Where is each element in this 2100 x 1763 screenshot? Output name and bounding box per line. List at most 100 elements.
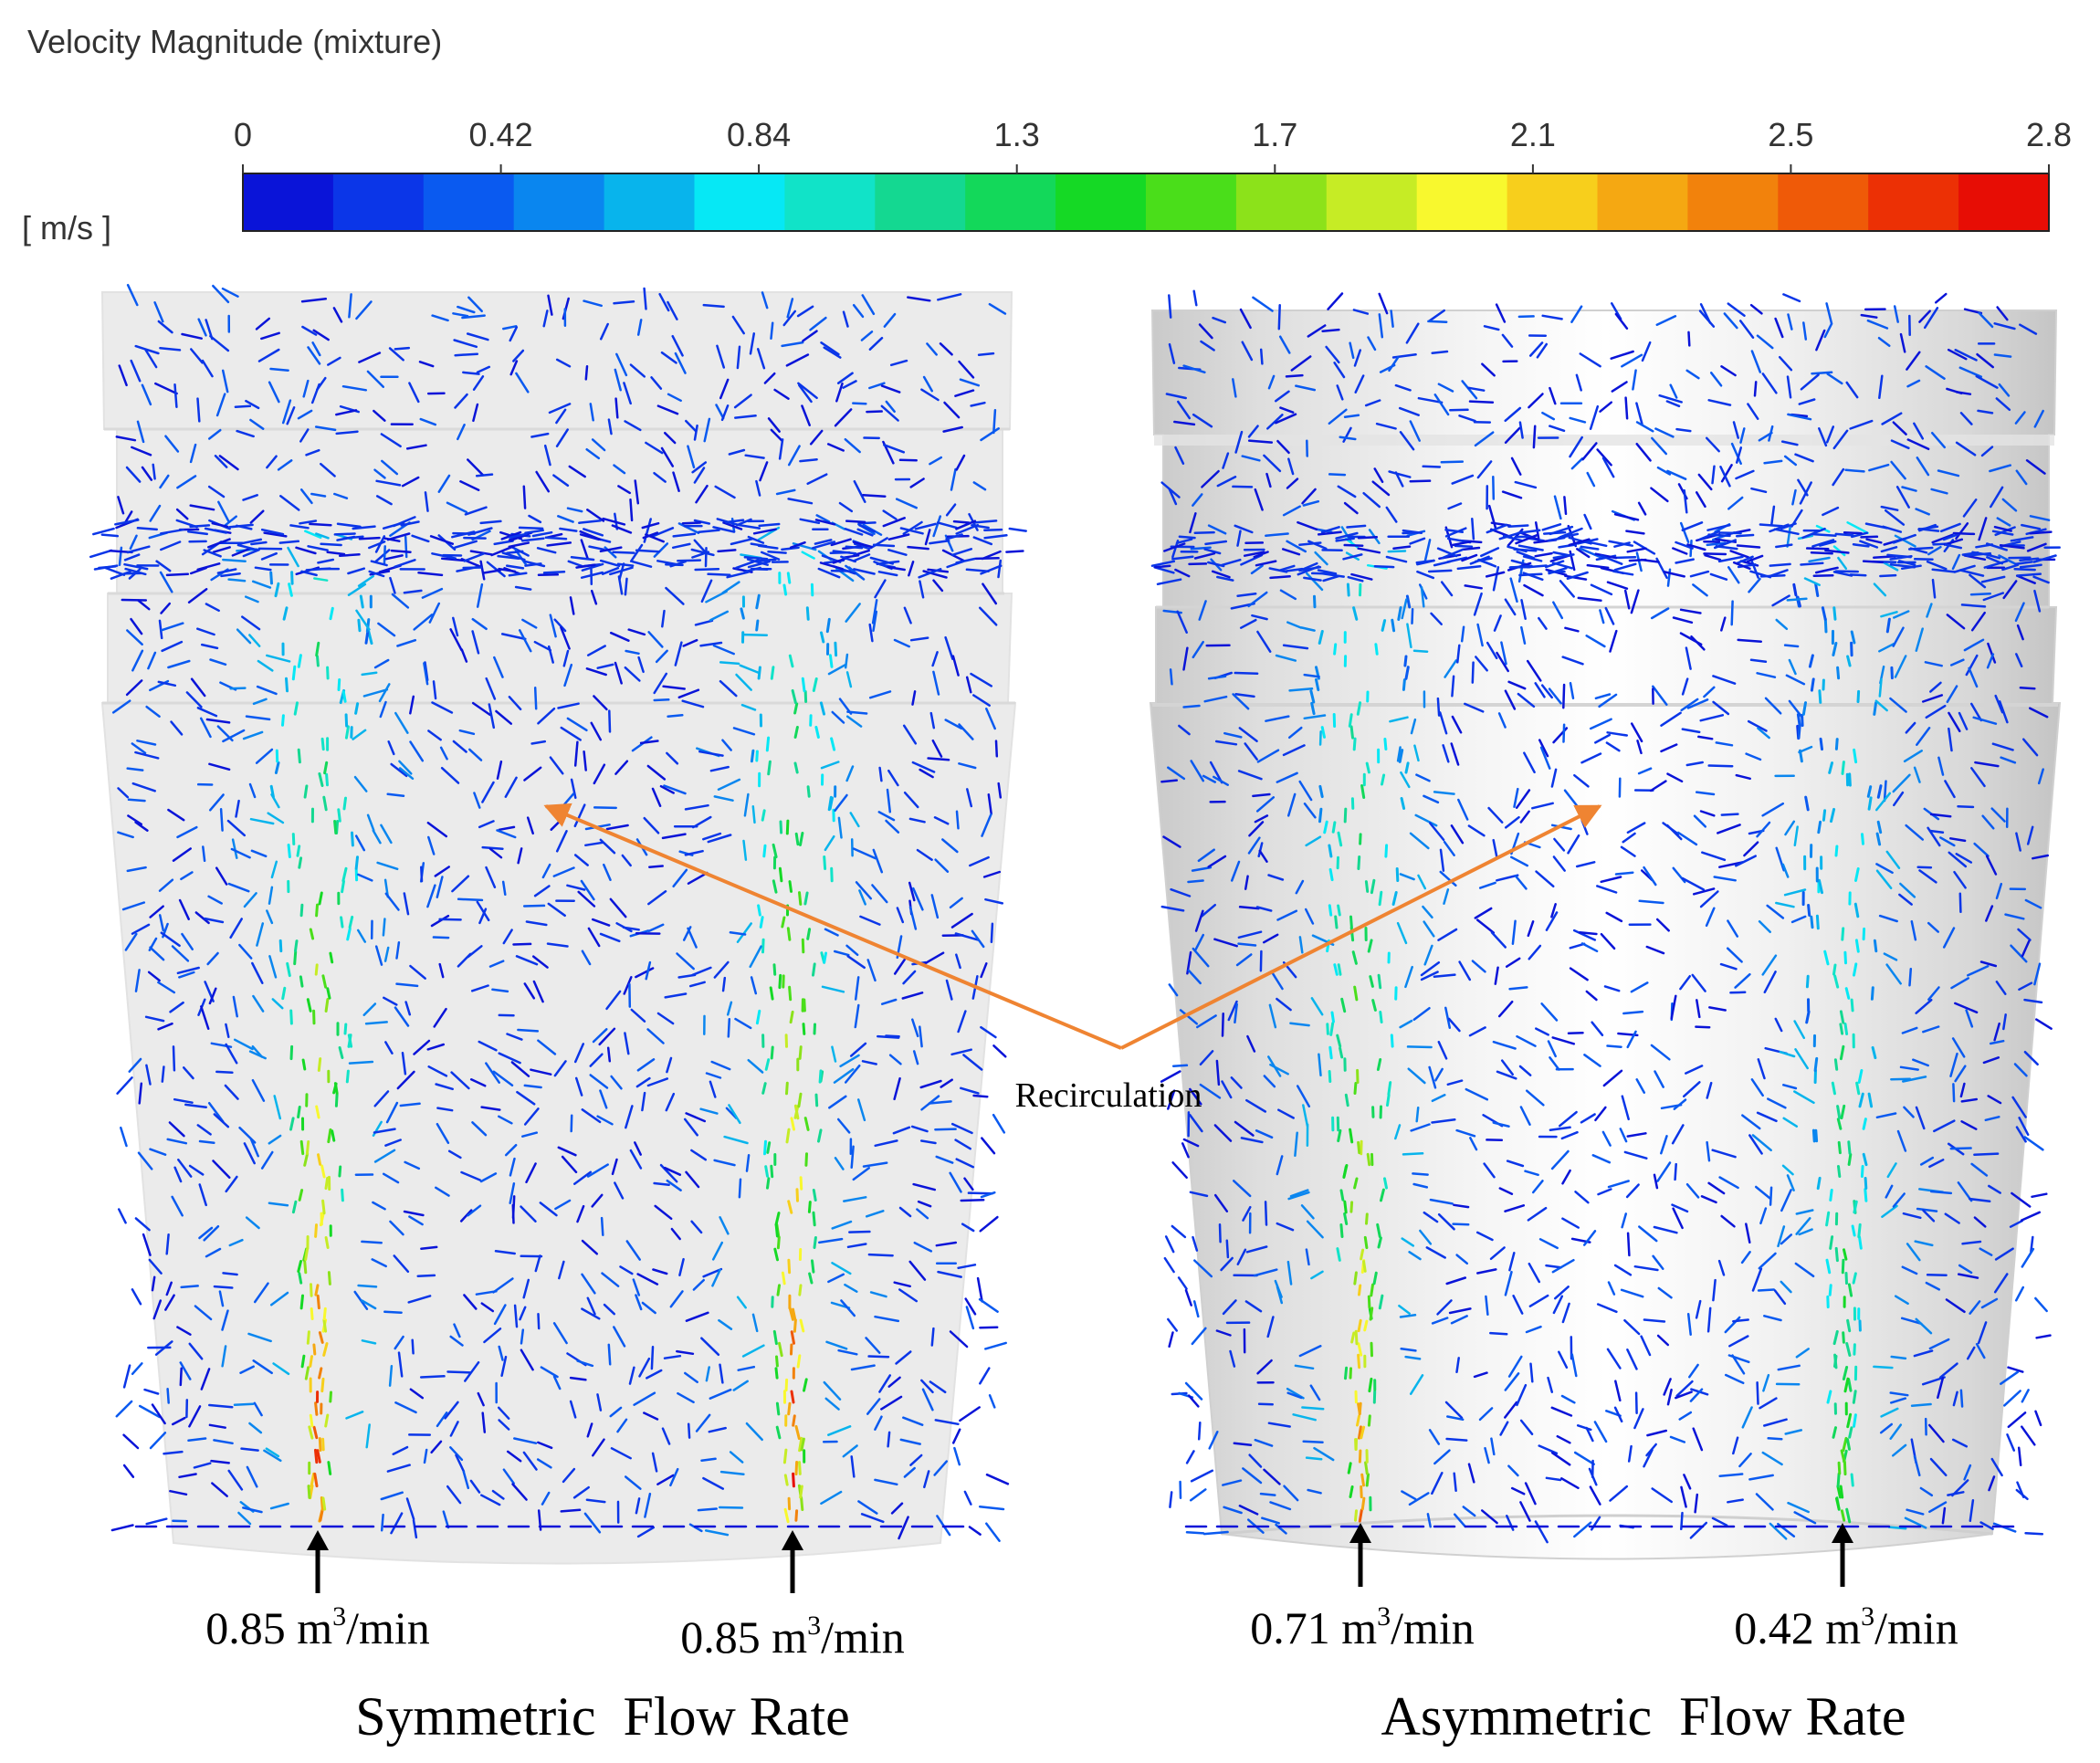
velocity-vector: [479, 560, 486, 581]
velocity-vector: [1423, 1211, 1439, 1223]
velocity-vector: [1310, 1270, 1324, 1280]
velocity-vector: [997, 559, 1003, 579]
velocity-vector: [322, 795, 328, 812]
velocity-vector: [2029, 515, 2051, 521]
velocity-vector: [1005, 550, 1024, 553]
velocity-vector: [917, 1200, 932, 1208]
velocity-vector: [520, 1328, 525, 1345]
velocity-vector: [1431, 350, 1449, 355]
velocity-vector: [1359, 833, 1362, 845]
velocity-vector: [1883, 952, 1898, 961]
velocity-vector: [1213, 938, 1238, 948]
velocity-vector: [1194, 909, 1204, 932]
velocity-vector: [1800, 373, 1820, 391]
velocity-vector: [1844, 468, 1865, 473]
velocity-vector: [1889, 1397, 1907, 1404]
velocity-vector: [1885, 963, 1902, 985]
velocity-vector: [1588, 1467, 1598, 1486]
velocity-vector: [858, 889, 866, 906]
velocity-vector: [1849, 573, 1867, 577]
velocity-vector: [1842, 1331, 1845, 1344]
velocity-vector: [1395, 867, 1400, 882]
velocity-vector: [254, 566, 272, 572]
velocity-vector: [351, 831, 354, 847]
velocity-vector: [431, 314, 449, 322]
velocity-vector: [1507, 545, 1528, 553]
velocity-vector: [318, 772, 324, 787]
velocity-vector: [1468, 400, 1495, 404]
velocity-vector: [988, 1394, 996, 1409]
velocity-vector: [1268, 567, 1288, 573]
velocity-vector: [1740, 1251, 1751, 1265]
velocity-vector: [688, 1523, 703, 1533]
velocity-vector: [1294, 1364, 1315, 1370]
velocity-vector: [1510, 855, 1529, 867]
velocity-vector: [1688, 1363, 1699, 1379]
velocity-vector: [1165, 393, 1187, 400]
velocity-vector: [1784, 1429, 1803, 1435]
velocity-vector: [1781, 863, 1790, 878]
velocity-vector: [1181, 1142, 1190, 1159]
velocity-vector: [1427, 569, 1453, 573]
velocity-vector: [1461, 380, 1478, 400]
velocity-vector: [682, 638, 698, 647]
velocity-vector: [1778, 355, 1793, 372]
velocity-vector: [1504, 406, 1522, 423]
velocity-vector: [157, 1022, 173, 1031]
velocity-vector: [1864, 1188, 1868, 1202]
velocity-vector: [697, 1507, 718, 1512]
velocity-vector: [1915, 1106, 1926, 1130]
velocity-vector: [1585, 635, 1606, 648]
velocity-vector: [198, 1226, 214, 1240]
velocity-vector: [1719, 466, 1731, 488]
velocity-vector: [2015, 469, 2028, 486]
velocity-vector: [1635, 402, 1643, 425]
velocity-vector: [1990, 1457, 2003, 1477]
velocity-vector: [1630, 981, 1649, 993]
velocity-vector: [830, 866, 834, 883]
velocity-vector: [471, 1121, 488, 1137]
velocity-vector: [980, 1025, 997, 1039]
velocity-vector: [368, 570, 385, 578]
velocity-vector: [164, 435, 180, 453]
velocity-vector: [772, 843, 778, 859]
velocity-vector: [542, 310, 549, 328]
velocity-vector: [227, 1469, 244, 1491]
velocity-vector: [1236, 530, 1242, 547]
velocity-vector: [1245, 1098, 1267, 1113]
velocity-vector: [537, 1441, 553, 1450]
velocity-vector: [1946, 685, 1958, 704]
velocity-vector: [955, 454, 966, 471]
velocity-vector: [883, 444, 906, 454]
velocity-vector: [982, 582, 998, 605]
velocity-vector: [1168, 342, 1176, 364]
velocity-vector: [1313, 594, 1317, 609]
velocity-vector: [176, 966, 200, 975]
velocity-vector: [110, 1524, 134, 1532]
velocity-vector: [1821, 606, 1827, 621]
velocity-vector: [800, 1496, 804, 1511]
velocity-vector: [1218, 1223, 1222, 1244]
velocity-vector: [775, 1401, 781, 1416]
velocity-vector: [586, 1163, 609, 1178]
velocity-vector: [1579, 547, 1602, 559]
velocity-vector: [297, 1260, 302, 1273]
velocity-vector: [1987, 1095, 2002, 1105]
velocity-vector: [1414, 813, 1438, 827]
legend-tick-label: 0.84: [727, 116, 791, 153]
velocity-vector: [1850, 1473, 1854, 1487]
velocity-vector: [2013, 1063, 2028, 1077]
velocity-vector: [1184, 1381, 1203, 1401]
velocity-vector: [971, 519, 998, 524]
velocity-vector: [440, 557, 466, 562]
velocity-vector: [185, 691, 203, 708]
velocity-vector: [912, 1050, 919, 1065]
velocity-vector: [1236, 593, 1257, 597]
velocity-vector: [1475, 1231, 1494, 1242]
velocity-vector: [581, 1108, 602, 1124]
velocity-vector: [1444, 659, 1458, 678]
velocity-vector: [100, 533, 120, 538]
velocity-vector: [1835, 1496, 1841, 1511]
velocity-vector: [1302, 1104, 1309, 1128]
velocity-vector: [277, 459, 293, 471]
